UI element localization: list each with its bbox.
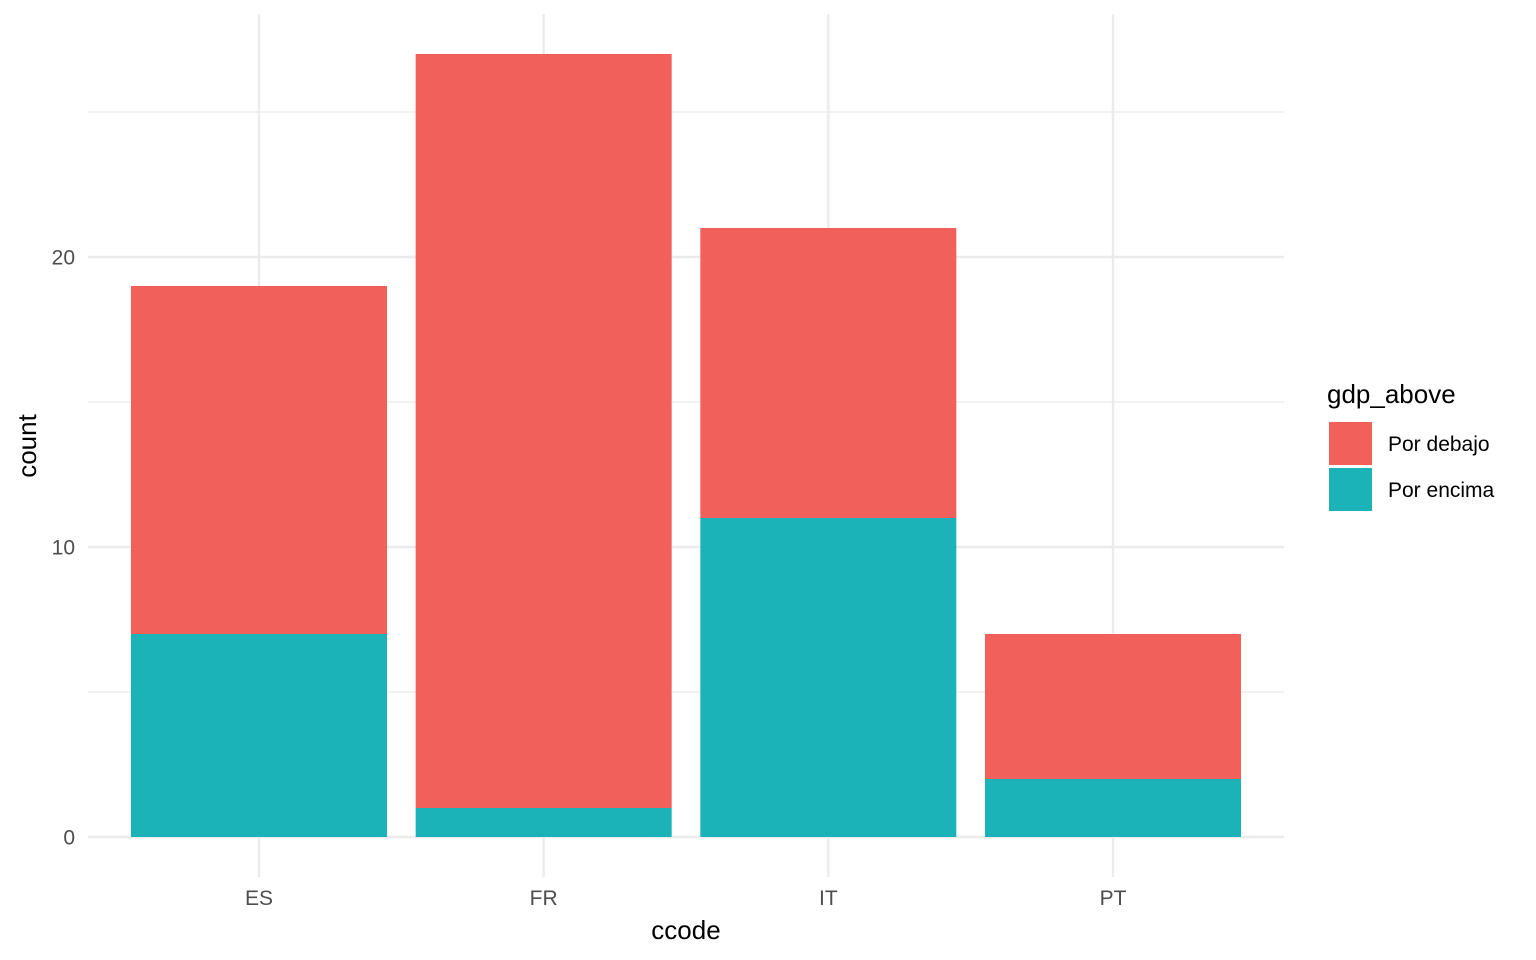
bar-pt-por-encima <box>985 779 1241 837</box>
bar-it-por-debajo <box>700 228 957 518</box>
bar-fr-por-debajo <box>415 54 672 808</box>
y-tick-label: 0 <box>63 827 75 850</box>
x-axis-title: ccode <box>651 915 720 945</box>
legend-key-por-encima <box>1329 468 1372 511</box>
bar-fr-por-encima <box>415 808 672 837</box>
bar-pt-por-debajo <box>985 634 1241 779</box>
legend-title: gdp_above <box>1327 379 1456 409</box>
bar-it-por-encima <box>700 518 957 837</box>
legend-label-por-debajo: Por debajo <box>1388 433 1490 456</box>
bar-es-por-encima <box>131 634 387 837</box>
legend: gdp_above Por debajo Por encima <box>1327 379 1495 511</box>
x-tick-label: FR <box>530 887 558 910</box>
x-tick-label: IT <box>819 887 838 910</box>
y-axis-title: count <box>12 413 42 477</box>
y-tick-label: 20 <box>52 247 75 270</box>
legend-key-por-debajo <box>1329 422 1372 465</box>
bars <box>131 54 1241 837</box>
bar-es-por-debajo <box>131 286 387 634</box>
y-axis-ticks: 0 10 20 <box>52 247 75 850</box>
x-tick-label: PT <box>1100 887 1127 910</box>
y-tick-label: 10 <box>52 537 75 560</box>
legend-items: Por debajo Por encima <box>1329 422 1495 511</box>
legend-label-por-encima: Por encima <box>1388 479 1495 502</box>
x-axis-ticks: ES FR IT PT <box>245 887 1127 910</box>
x-tick-label: ES <box>245 887 273 910</box>
